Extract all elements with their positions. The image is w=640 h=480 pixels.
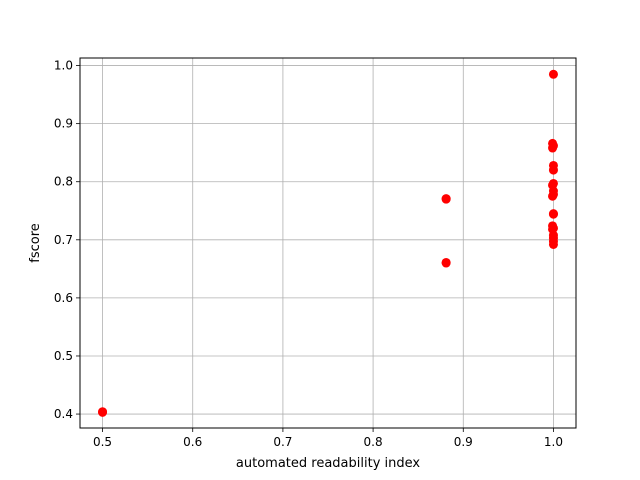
y-tick-label: 0.8 [54, 175, 73, 189]
data-point [548, 69, 558, 79]
y-tick-label: 0.5 [54, 349, 73, 363]
y-tick-label: 0.7 [54, 233, 73, 247]
data-point [548, 239, 558, 249]
data-point [441, 258, 451, 268]
y-tick-label: 1.0 [54, 59, 73, 73]
data-point [548, 143, 558, 153]
y-tick-label: 0.6 [54, 291, 73, 305]
plot-frame [79, 57, 577, 429]
data-point [441, 194, 451, 204]
y-axis-label: fscore [28, 223, 43, 263]
data-point [548, 209, 558, 219]
x-tick-label: 0.9 [454, 435, 473, 449]
data-points [98, 69, 558, 417]
axis-ticks: 0.5 0.6 0.7 0.8 0.9 1.0 0.4 0.5 0.6 0.7 0.8 0.9 1.0 [54, 59, 563, 449]
x-tick-label: 0.7 [273, 435, 292, 449]
x-tick-label: 0.5 [93, 435, 112, 449]
y-tick-label: 0.9 [54, 117, 73, 131]
x-tick-label: 0.6 [183, 435, 202, 449]
plot-area [80, 58, 576, 428]
y-tick-label: 0.4 [54, 407, 73, 421]
x-axis-label: automated readability index [236, 456, 420, 471]
x-tick-label: 1.0 [544, 435, 563, 449]
data-point [98, 407, 108, 417]
grid-lines [80, 58, 576, 428]
data-point [548, 191, 558, 201]
x-tick-label: 0.8 [364, 435, 383, 449]
data-point [548, 165, 558, 175]
